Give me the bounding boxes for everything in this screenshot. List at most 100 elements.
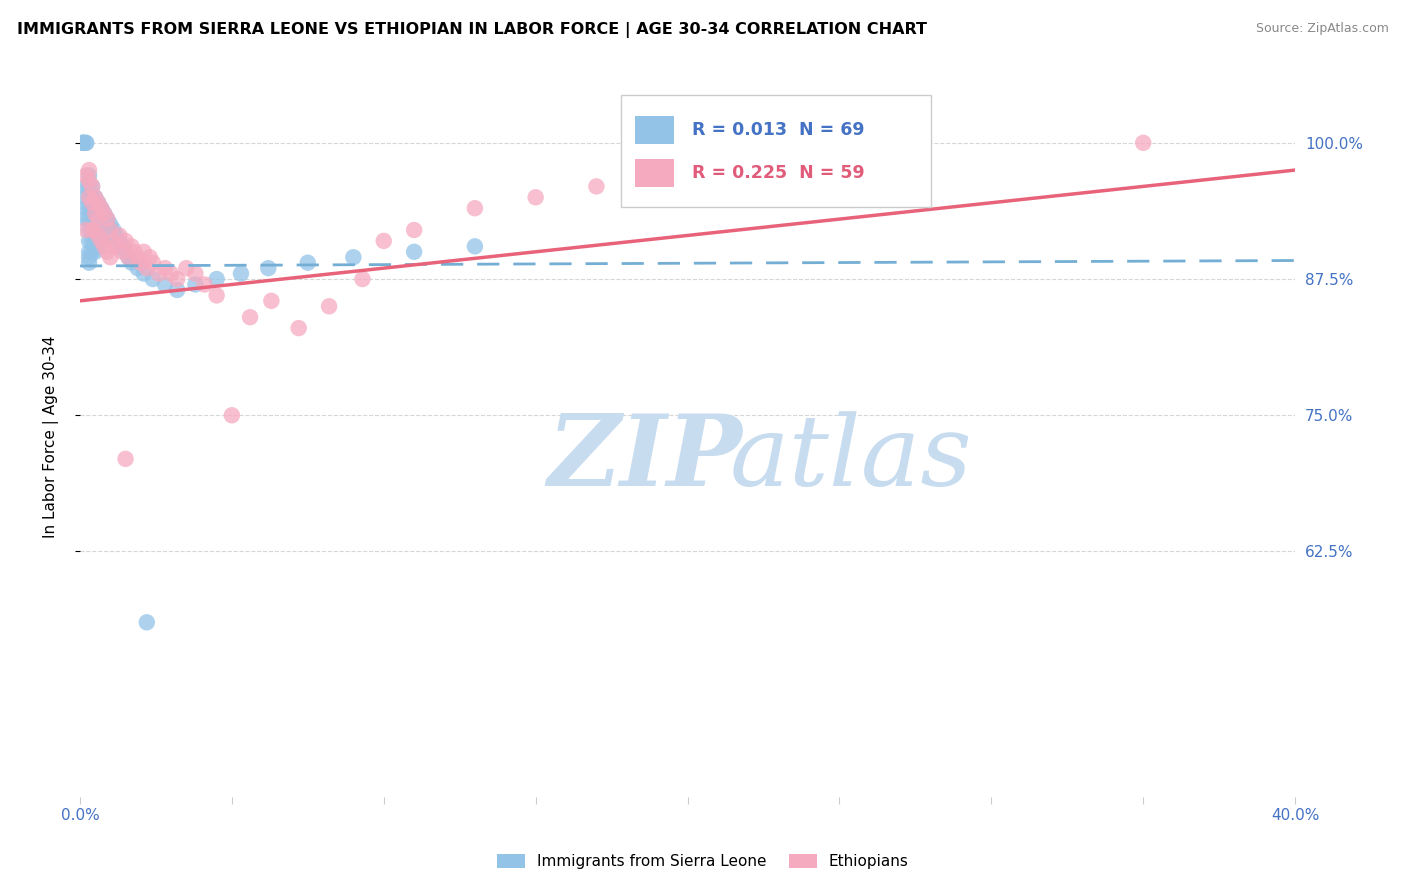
Point xyxy=(127,250,149,264)
Point xyxy=(75,201,97,215)
Point xyxy=(75,190,97,204)
Point xyxy=(148,267,170,281)
Point xyxy=(166,272,188,286)
Point xyxy=(132,244,155,259)
Point xyxy=(90,234,112,248)
Point xyxy=(103,234,125,248)
Point xyxy=(75,212,97,227)
Point xyxy=(84,201,107,215)
Point xyxy=(737,152,759,166)
Text: ZIP: ZIP xyxy=(548,410,742,507)
Point xyxy=(77,174,100,188)
Point xyxy=(84,244,107,259)
Point xyxy=(142,256,165,270)
Point xyxy=(98,250,121,264)
Point xyxy=(90,201,112,215)
Point xyxy=(87,239,110,253)
Point xyxy=(342,250,364,264)
Point xyxy=(82,190,104,204)
Point xyxy=(111,239,134,253)
Point xyxy=(87,195,110,210)
Point xyxy=(114,451,136,466)
Point xyxy=(142,272,165,286)
Point xyxy=(87,218,110,232)
Point xyxy=(87,195,110,210)
Bar xyxy=(636,159,675,187)
Text: R = 0.013  N = 69: R = 0.013 N = 69 xyxy=(692,121,865,139)
Point xyxy=(90,201,112,215)
Point xyxy=(139,250,162,264)
Point xyxy=(77,256,100,270)
Point xyxy=(153,277,176,292)
Point xyxy=(135,615,157,630)
Point xyxy=(114,244,136,259)
Point xyxy=(1132,136,1154,150)
Point xyxy=(93,218,115,232)
Text: IMMIGRANTS FROM SIERRA LEONE VS ETHIOPIAN IN LABOR FORCE | AGE 30-34 CORRELATION: IMMIGRANTS FROM SIERRA LEONE VS ETHIOPIA… xyxy=(17,22,927,38)
Point xyxy=(193,277,215,292)
Point xyxy=(77,163,100,178)
Point xyxy=(111,244,134,259)
Point xyxy=(75,136,97,150)
Point xyxy=(524,190,547,204)
Point xyxy=(84,190,107,204)
Point xyxy=(87,212,110,227)
Point xyxy=(82,212,104,227)
Point xyxy=(135,261,157,276)
Point xyxy=(77,190,100,204)
Bar xyxy=(620,95,931,207)
Point xyxy=(174,261,197,276)
Point xyxy=(108,228,131,243)
Bar xyxy=(636,116,675,145)
Point xyxy=(77,201,100,215)
Point xyxy=(93,228,115,243)
Point xyxy=(166,283,188,297)
Point xyxy=(260,293,283,308)
Point xyxy=(77,212,100,227)
Point xyxy=(77,244,100,259)
Point xyxy=(318,299,340,313)
Point xyxy=(585,179,607,194)
Point xyxy=(184,277,207,292)
Point xyxy=(82,195,104,210)
Point xyxy=(82,234,104,248)
Point xyxy=(90,223,112,237)
Point xyxy=(77,169,100,183)
Point xyxy=(93,239,115,253)
Point xyxy=(82,223,104,237)
Point xyxy=(84,234,107,248)
Point xyxy=(82,179,104,194)
Point xyxy=(82,223,104,237)
Point xyxy=(87,207,110,221)
Point xyxy=(77,223,100,237)
Point xyxy=(464,239,486,253)
Point xyxy=(84,223,107,237)
Point xyxy=(82,179,104,194)
Point xyxy=(75,179,97,194)
Point xyxy=(132,267,155,281)
Point xyxy=(96,212,118,227)
Point xyxy=(75,223,97,237)
Text: atlas: atlas xyxy=(730,411,973,507)
Point xyxy=(82,201,104,215)
Point xyxy=(72,136,94,150)
Point xyxy=(96,212,118,227)
Point xyxy=(77,179,100,194)
Point xyxy=(84,212,107,227)
Point xyxy=(87,228,110,243)
Point xyxy=(72,136,94,150)
Point xyxy=(77,190,100,204)
Point xyxy=(229,267,252,281)
Point xyxy=(257,261,280,276)
Point xyxy=(90,234,112,248)
Point xyxy=(98,223,121,237)
Point xyxy=(77,250,100,264)
Point xyxy=(404,244,426,259)
Point xyxy=(77,234,100,248)
Point xyxy=(121,256,143,270)
Legend: Immigrants from Sierra Leone, Ethiopians: Immigrants from Sierra Leone, Ethiopians xyxy=(491,848,915,875)
Point xyxy=(87,228,110,243)
Point xyxy=(464,201,486,215)
Point xyxy=(98,228,121,243)
Point xyxy=(121,239,143,253)
